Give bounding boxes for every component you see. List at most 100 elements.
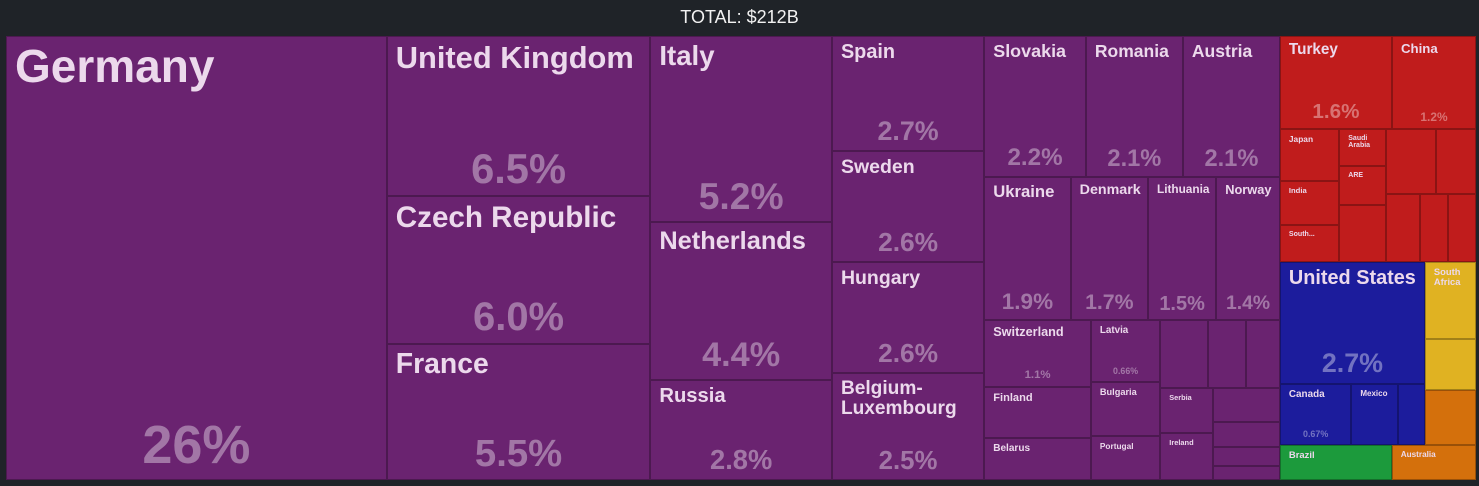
treemap-cell: Bulgaria — [1090, 381, 1161, 436]
treemap-cell: United States 2.7% — [1279, 262, 1425, 384]
treemap-cell: Serbia — [1160, 388, 1214, 434]
cell-value-label: 0.66% — [1113, 365, 1139, 376]
cell-label: Australia — [1400, 449, 1436, 459]
treemap-cell: Spain 2.7% — [831, 36, 985, 152]
cell-label: Japan — [1288, 133, 1314, 144]
treemap-cell: ARE — [1339, 166, 1387, 205]
treemap-cell — [1398, 383, 1425, 445]
cell-label: ARE — [1348, 172, 1364, 180]
cell-value-label: 2.6% — [878, 227, 939, 258]
cell-label: United Kingdom — [395, 40, 634, 75]
cell-label: China — [1400, 41, 1438, 56]
treemap-cell — [1419, 194, 1449, 263]
cell-value-label: 26% — [142, 414, 251, 475]
cell-label: Ireland — [1169, 438, 1194, 448]
treemap-cell — [1207, 319, 1246, 389]
cell-value-label: 2.8% — [710, 443, 773, 475]
treemap-cell: Ireland — [1160, 433, 1214, 480]
cell-label: Germany — [15, 40, 215, 92]
cell-label: Ukraine — [993, 181, 1055, 201]
treemap-cell — [1213, 466, 1280, 480]
treemap-cell: Turkey 1.6% — [1279, 36, 1392, 129]
cell-value-label: 1.6% — [1312, 100, 1360, 124]
treemap-cell: Germany 26% — [6, 36, 387, 480]
treemap-cell: Mexico — [1351, 383, 1399, 445]
cell-value-label: 0.67% — [1302, 428, 1329, 439]
cell-label: Turkey — [1288, 41, 1338, 58]
treemap-cell — [1213, 446, 1280, 467]
cell-label: Austria — [1191, 41, 1253, 61]
treemap-cell: China 1.2% — [1391, 36, 1476, 129]
cell-label: Spain — [840, 41, 896, 63]
treemap-cell: Latvia 0.66% — [1090, 319, 1161, 382]
treemap-cell: Russia 2.8% — [650, 379, 832, 480]
treemap-cell — [1386, 128, 1437, 195]
cell-value-label: 2.5% — [878, 446, 938, 475]
cell-value-label: 1.9% — [1001, 288, 1054, 314]
cell-label: United States — [1288, 267, 1416, 290]
treemap-cell: India — [1279, 181, 1340, 226]
cell-value-label: 1.7% — [1085, 290, 1134, 315]
cell-label: Russia — [659, 384, 726, 407]
treemap-cell: Belarus — [984, 437, 1091, 480]
cell-label: Hungary — [840, 267, 921, 290]
cell-label: Switzerland — [993, 324, 1064, 339]
cell-value-label: 2.7% — [877, 115, 939, 146]
treemap-cell — [1213, 422, 1280, 447]
treemap-cell — [1424, 338, 1476, 390]
cell-label: Finland — [993, 391, 1033, 404]
treemap-cell: Portugal — [1090, 435, 1161, 480]
treemap-cell — [1213, 388, 1280, 423]
treemap-cell: Italy 5.2% — [650, 36, 832, 223]
cell-value-label: 2.7% — [1321, 348, 1383, 379]
treemap-cell: Denmark 1.7% — [1070, 176, 1148, 320]
cell-value-label: 2.1% — [1204, 145, 1259, 172]
treemap-cell: Ukraine 1.9% — [984, 176, 1071, 320]
treemap-cell — [1436, 128, 1476, 195]
cell-value-label: 1.5% — [1159, 292, 1205, 315]
treemap-cell: Switzerland 1.1% — [984, 319, 1091, 387]
treemap-cell: Finland — [984, 386, 1091, 438]
cell-value-label: 2.6% — [878, 338, 939, 369]
cell-label: Saudi Arabia — [1348, 134, 1371, 150]
treemap-cell: Belgium-Luxembourg 2.5% — [831, 373, 985, 480]
cell-label: Denmark — [1079, 181, 1141, 198]
treemap-cell: Brazil — [1279, 444, 1392, 480]
cell-value-label: 6.5% — [471, 144, 566, 192]
treemap-cell — [1339, 204, 1387, 263]
cell-label: Italy — [659, 40, 715, 71]
treemap-cell: Saudi Arabia — [1339, 128, 1387, 167]
treemap-cell: Norway 1.4% — [1216, 176, 1280, 320]
cell-label: Netherlands — [659, 227, 806, 256]
cell-value-label: 2.2% — [1007, 144, 1063, 172]
cell-value-label: 6.0% — [472, 295, 565, 340]
treemap-cell: Austria 2.1% — [1182, 36, 1280, 177]
cell-label: Canada — [1288, 388, 1325, 400]
cell-value-label: 1.2% — [1420, 109, 1448, 124]
treemap-cell — [1386, 194, 1420, 263]
treemap-cell — [1448, 194, 1476, 263]
treemap-cell: Slovakia 2.2% — [984, 36, 1086, 177]
cell-label: Serbia — [1169, 393, 1192, 403]
treemap-cell: Netherlands 4.4% — [650, 222, 832, 380]
cell-label: South Africa — [1433, 267, 1461, 288]
cell-label: India — [1288, 186, 1307, 196]
cell-label: Mexico — [1360, 388, 1388, 398]
treemap-cell: Canada 0.67% — [1279, 383, 1352, 445]
treemap-cell: South Africa — [1424, 262, 1476, 339]
cell-label: Norway — [1225, 181, 1272, 197]
treemap-cell — [1424, 389, 1476, 445]
cell-label: Sweden — [840, 156, 915, 179]
cell-label: South... — [1288, 231, 1315, 239]
cell-label: Portugal — [1099, 440, 1134, 451]
cell-value-label: 1.4% — [1226, 293, 1271, 315]
chart-title: TOTAL: $212B — [680, 7, 799, 27]
treemap-cell: Romania 2.1% — [1085, 36, 1183, 177]
cell-label: Bulgaria — [1099, 386, 1137, 397]
treemap-cell: United Kingdom 6.5% — [386, 36, 651, 197]
treemap-cell: Czech Republic 6.0% — [386, 196, 651, 345]
cell-label: Romania — [1094, 41, 1169, 61]
cell-value-label: 1.1% — [1024, 369, 1051, 382]
